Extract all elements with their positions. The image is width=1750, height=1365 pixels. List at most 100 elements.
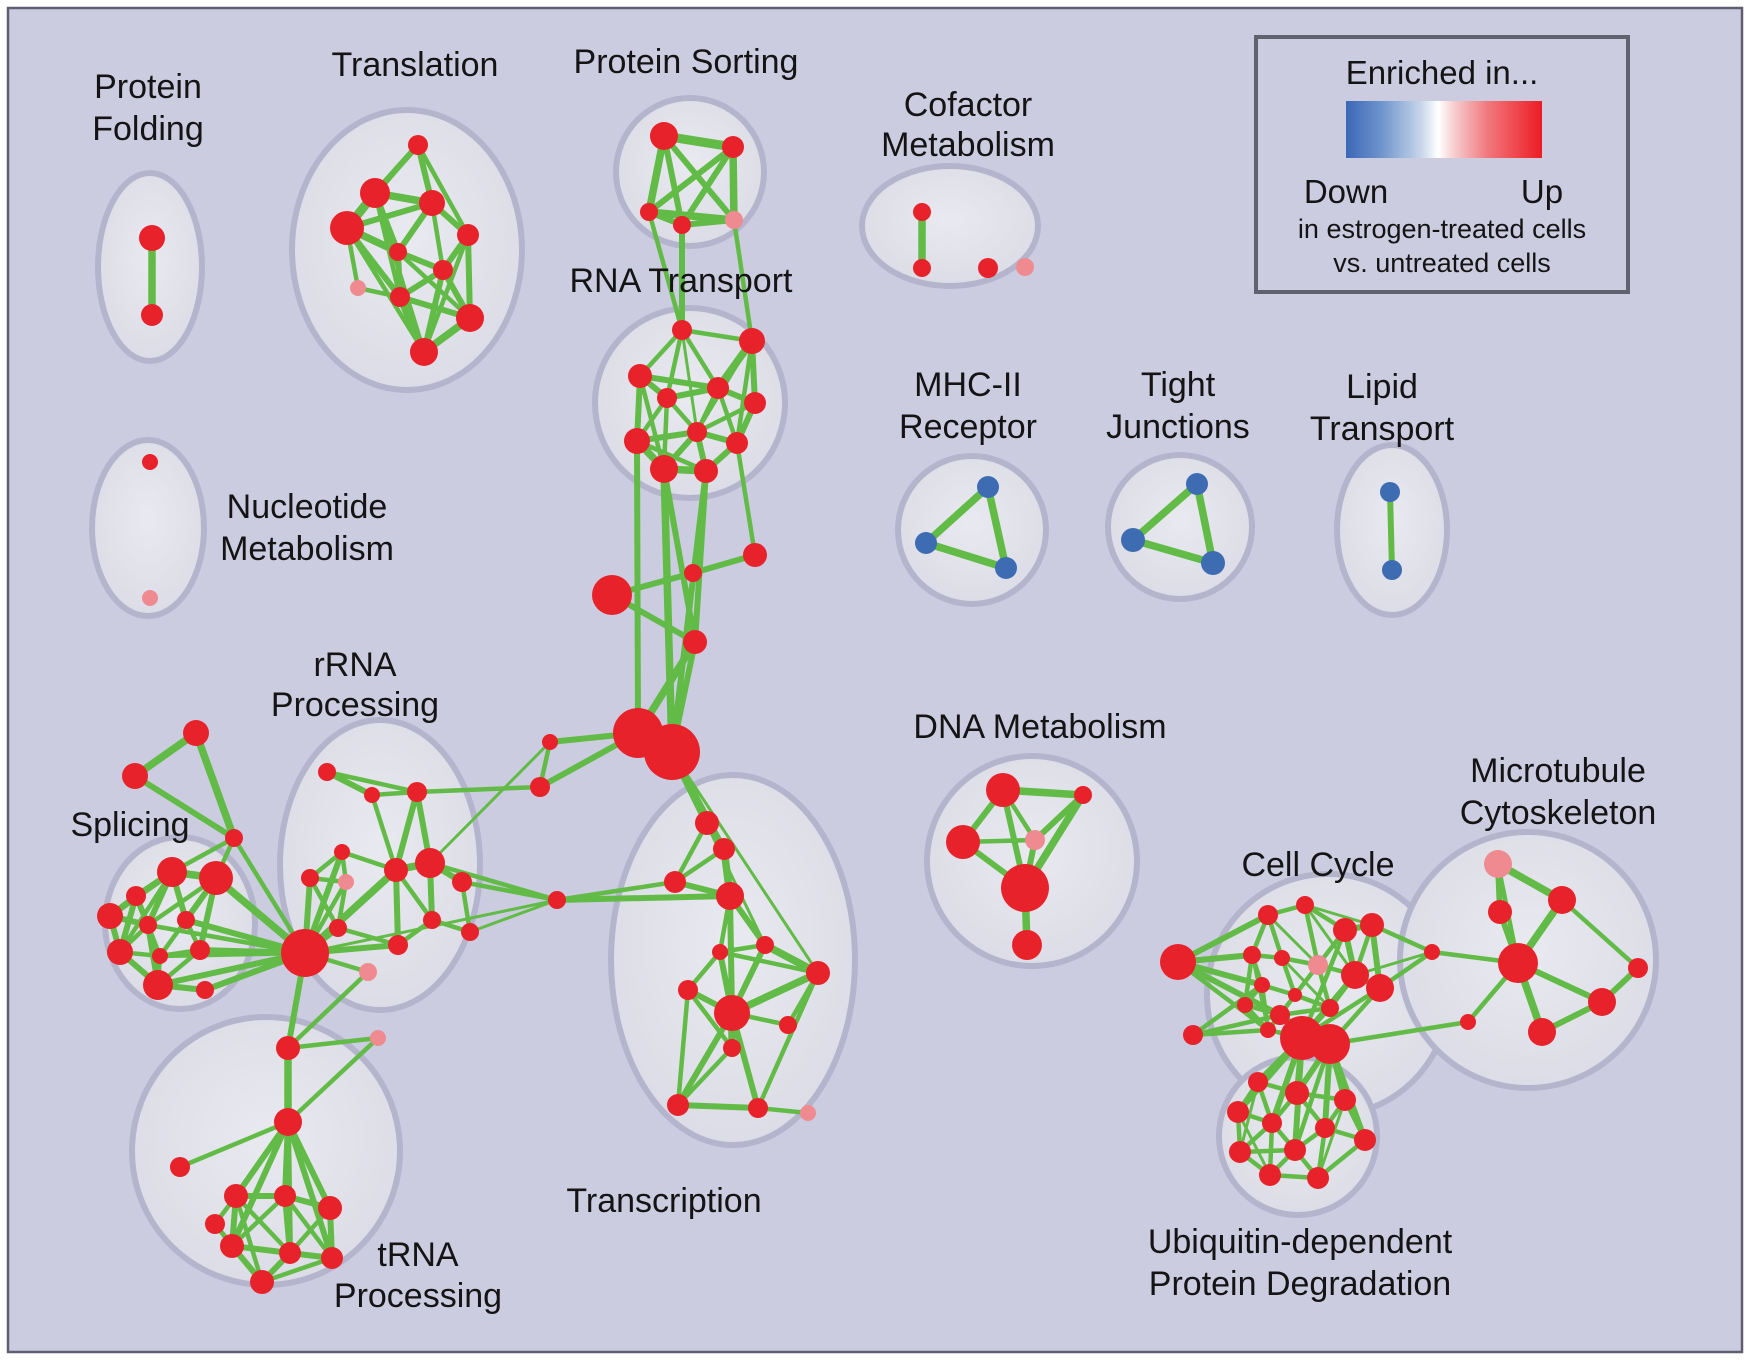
network-edge: [335, 925, 401, 948]
network-node: [995, 557, 1017, 579]
network-node: [1424, 944, 1440, 960]
network-edge: [734, 338, 755, 446]
network-node: [281, 929, 329, 977]
network-node: [143, 970, 173, 1000]
network-edge: [393, 789, 420, 873]
network-node: [1258, 905, 1278, 925]
network-node: [1360, 913, 1384, 937]
network-node: [389, 243, 407, 261]
network-node: [433, 260, 453, 280]
cluster-label-trna-processing: tRNA Processing: [334, 1236, 502, 1315]
network-node: [334, 844, 350, 860]
network-node: [650, 455, 678, 483]
network-node: [664, 871, 686, 893]
network-edge: [414, 784, 543, 795]
network-edge: [554, 893, 733, 903]
network-node: [183, 720, 209, 746]
network-node: [548, 891, 566, 909]
network-node: [141, 304, 163, 326]
network-edge: [922, 539, 1010, 572]
network-node: [915, 532, 937, 554]
network-node: [1001, 864, 1049, 912]
network-edge: [660, 465, 676, 756]
network-edge: [1193, 480, 1217, 567]
network-node: [318, 1196, 342, 1220]
cluster-nucleotide-metabolism: [89, 437, 207, 619]
network-node: [360, 178, 390, 208]
network-node: [779, 1016, 797, 1034]
network-node: [806, 961, 830, 985]
cluster-label-splicing: Splicing: [70, 806, 189, 844]
network-edge: [1327, 1019, 1471, 1047]
network-edge: [155, 950, 308, 988]
network-node: [1243, 946, 1261, 964]
network-node: [190, 940, 210, 960]
network-node: [695, 811, 719, 835]
cluster-label-dna-metabolism: DNA Metabolism: [913, 708, 1166, 746]
network-edge: [395, 249, 473, 321]
cluster-label-ubiquitin-degradation: Ubiquitin-dependent Protein Degradation: [1148, 1223, 1453, 1303]
network-node: [743, 543, 767, 567]
network-edge: [229, 1119, 291, 1249]
network-node: [739, 328, 765, 354]
network-node: [977, 476, 999, 498]
network-node: [225, 829, 243, 847]
network-node: [250, 1270, 274, 1294]
network-edge: [1303, 903, 1357, 977]
cluster-label-rna-transport: RNA Transport: [570, 262, 794, 300]
network-node: [672, 320, 692, 340]
network-node: [170, 1157, 190, 1177]
network-node: [1308, 955, 1328, 975]
network-edge: [661, 133, 685, 228]
network-edge: [664, 327, 685, 401]
network-node: [220, 1234, 244, 1258]
network-node: [644, 724, 700, 780]
network-edge: [1236, 1110, 1272, 1177]
network-node: [1488, 900, 1512, 924]
network-edge: [117, 869, 175, 955]
network-node: [390, 287, 410, 307]
network-node: [338, 874, 354, 890]
network-node: [1528, 1018, 1556, 1046]
network-node: [407, 782, 427, 802]
legend-caption-line2: vs. untreated cells: [1333, 248, 1551, 278]
network-node: [1354, 1129, 1376, 1151]
network-edge: [755, 970, 821, 1111]
network-node: [330, 211, 364, 245]
network-node: [205, 1214, 225, 1234]
network-node: [142, 454, 158, 470]
network-node: [1484, 850, 1512, 878]
network-node: [673, 216, 691, 234]
legend-caption-line1: in estrogen-treated cells: [1298, 214, 1586, 244]
network-edge: [1559, 897, 1641, 971]
network-node: [1307, 1167, 1329, 1189]
legend-box: [1254, 35, 1630, 294]
network-edge: [1175, 959, 1271, 1033]
network-node: [1248, 1072, 1268, 1092]
legend: Enriched in... Down Up in estrogen-treated …: [1254, 35, 1630, 294]
network-node: [1548, 886, 1576, 914]
network-edge: [285, 1035, 381, 1125]
network-edge: [259, 1255, 335, 1285]
network-edge: [646, 209, 685, 333]
network-edge: [285, 969, 371, 1051]
network-node: [276, 1036, 300, 1060]
network-node: [1016, 258, 1034, 276]
network-edge: [1302, 902, 1321, 968]
network-node: [1229, 1141, 1251, 1163]
network-edge: [1190, 982, 1265, 1038]
network-node: [1237, 997, 1253, 1013]
network-node: [1288, 988, 1302, 1002]
network-node: [913, 259, 931, 277]
network-node: [714, 995, 750, 1031]
network-node: [1183, 1025, 1203, 1045]
network-edge: [1190, 1027, 1271, 1038]
network-node: [321, 1247, 343, 1269]
cluster-label-transcription: Transcription: [566, 1182, 761, 1220]
network-node: [1254, 977, 1270, 993]
network-node: [1274, 950, 1290, 966]
network-node: [707, 377, 729, 399]
network-node: [723, 1039, 741, 1057]
network-node: [1333, 918, 1357, 942]
network-edge: [646, 144, 736, 215]
